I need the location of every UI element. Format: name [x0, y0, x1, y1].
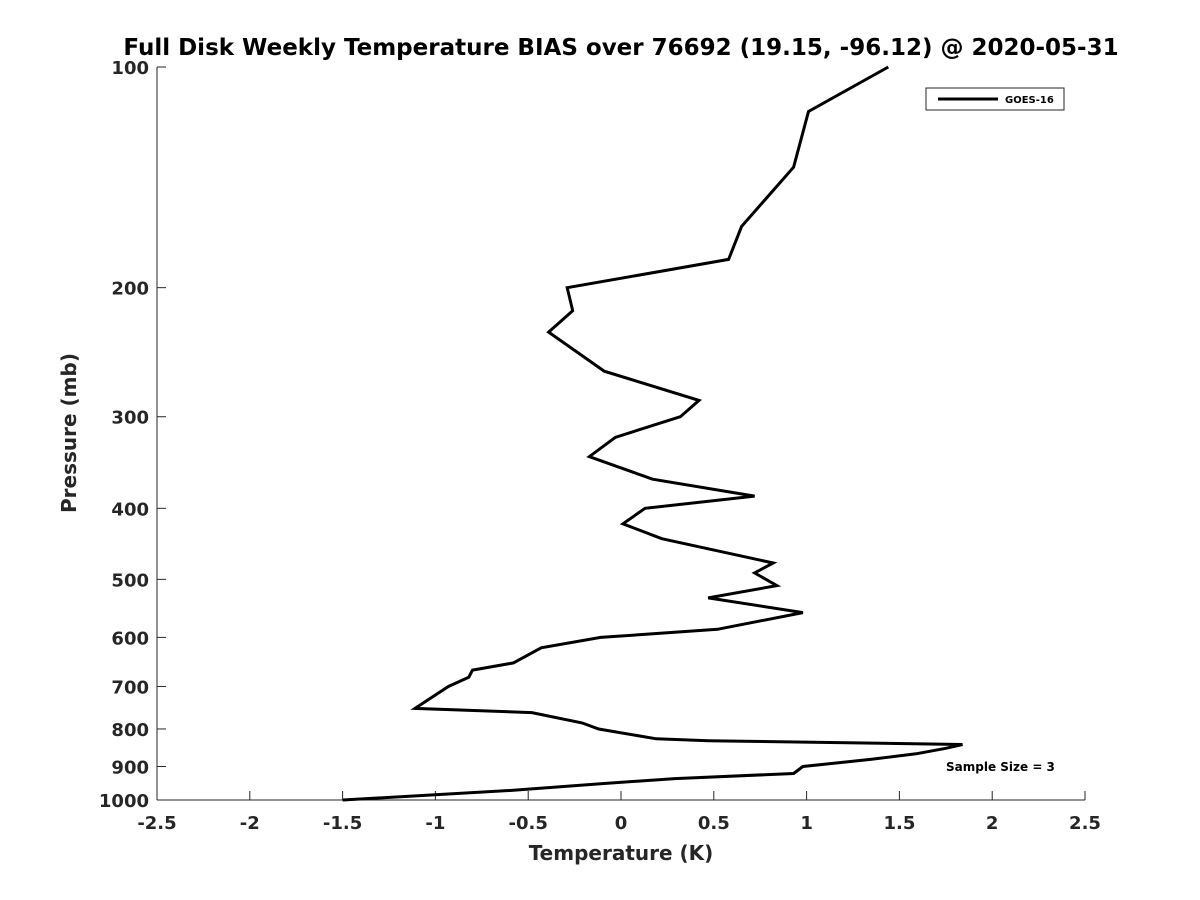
- plot-area: [157, 67, 1085, 800]
- x-tick-label: -1.5: [323, 813, 362, 834]
- legend: GOES-16: [925, 87, 1065, 111]
- y-tick-label: 700: [111, 677, 149, 698]
- y-tick-label: 600: [111, 628, 149, 649]
- series-group: [342, 65, 963, 802]
- x-tick-label: 2.5: [1069, 813, 1101, 834]
- x-tick-label: 2: [986, 813, 999, 834]
- y-axis-label: Pressure (mb): [57, 353, 81, 513]
- y-tick-label: 300: [111, 408, 149, 429]
- x-tick-label: -0.5: [509, 813, 548, 834]
- y-ticks: 100 200 300 400 500 600 700 800 900 1000: [99, 58, 166, 812]
- axes: -2.5 -2 -1.5 -1 -0.5 0 0.5 1 1.5 2 2.5 100 200 300 40…: [99, 58, 1101, 834]
- y-tick-label: 100: [111, 58, 149, 79]
- y-tick-label: 1000: [99, 791, 149, 812]
- legend-label-goes-16: GOES-16: [1005, 95, 1054, 106]
- x-tick-label: -2: [240, 813, 260, 834]
- y-tick-label: 200: [111, 279, 149, 300]
- x-tick-label: 0.5: [698, 813, 730, 834]
- y-tick-label: 400: [111, 499, 149, 520]
- chart-title: Full Disk Weekly Temperature BIAS over 7…: [123, 35, 1118, 61]
- x-tick-label: 1.5: [883, 813, 915, 834]
- series-line-goes-16: [342, 65, 963, 802]
- x-tick-label: 0: [615, 813, 628, 834]
- y-tick-label: 900: [111, 757, 149, 778]
- sample-size-annotation: Sample Size = 3: [946, 760, 1055, 774]
- x-tick-label: -1: [425, 813, 445, 834]
- x-ticks: -2.5 -2 -1.5 -1 -0.5 0 0.5 1 1.5 2 2.5: [137, 791, 1101, 834]
- x-tick-label: -2.5: [137, 813, 176, 834]
- y-tick-label: 800: [111, 720, 149, 741]
- x-axis-label: Temperature (K): [529, 841, 714, 865]
- x-tick-label: 1: [800, 813, 813, 834]
- y-tick-label: 500: [111, 570, 149, 591]
